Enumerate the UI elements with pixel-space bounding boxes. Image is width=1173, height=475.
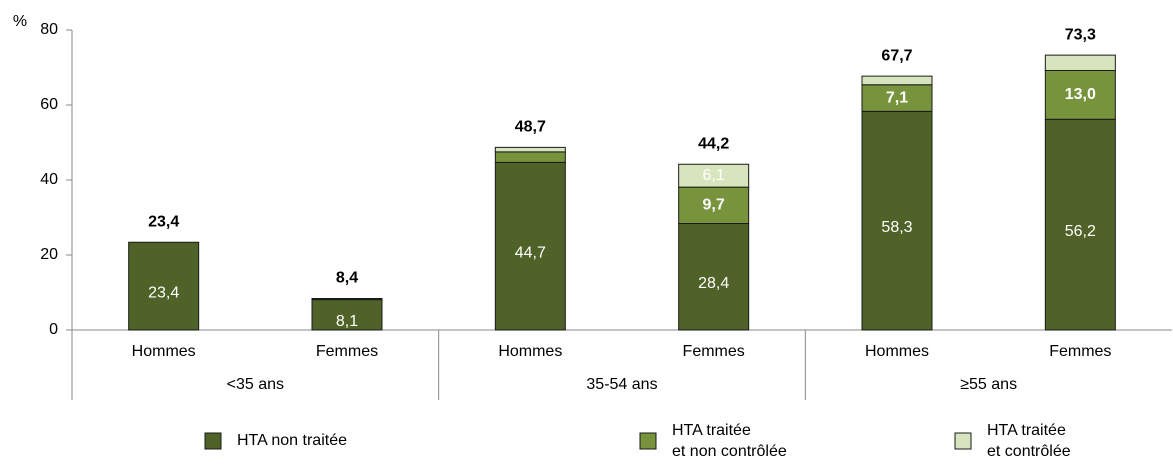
group-label: 35-54 ans — [586, 376, 657, 393]
total-label: 8,4 — [336, 270, 358, 287]
y-tick-label: 80 — [40, 21, 58, 38]
group-label: <35 ans — [227, 376, 284, 393]
y-tick-label: 40 — [40, 171, 58, 188]
total-label: 73,3 — [1065, 26, 1096, 43]
x-tick-label: Hommes — [498, 343, 562, 360]
x-tick-label: Hommes — [865, 343, 929, 360]
x-tick-label: Hommes — [132, 343, 196, 360]
segment-label: 13,0 — [1065, 86, 1096, 103]
segment-label: 58,3 — [881, 219, 912, 236]
y-axis-label: % — [13, 13, 27, 30]
y-tick-label: 60 — [40, 96, 58, 113]
bar-segment — [862, 76, 932, 85]
legend-swatch — [640, 433, 656, 449]
total-label: 67,7 — [881, 47, 912, 64]
y-tick-label: 20 — [40, 246, 58, 263]
x-tick-label: Femmes — [683, 343, 745, 360]
y-tick-label: 0 — [49, 321, 58, 338]
legend-swatch — [205, 433, 221, 449]
legend-swatch — [955, 433, 971, 449]
total-label: 44,2 — [698, 135, 729, 152]
segment-label: 23,4 — [148, 284, 179, 301]
segment-label: 8,1 — [336, 313, 358, 330]
group-label: ≥55 ans — [960, 376, 1017, 393]
total-label: 48,7 — [515, 119, 546, 136]
bar-segment — [495, 152, 565, 163]
x-tick-label: Femmes — [316, 343, 378, 360]
bar-segment — [495, 147, 565, 152]
legend-label: HTA non traitée — [237, 432, 347, 449]
segment-label: 6,1 — [703, 167, 725, 184]
segment-label: 44,7 — [515, 244, 546, 261]
segment-label: 7,1 — [886, 89, 908, 106]
segment-label: 9,7 — [703, 197, 725, 214]
x-tick-label: Femmes — [1049, 343, 1111, 360]
bar-segment — [1045, 55, 1115, 70]
total-label: 23,4 — [148, 213, 179, 230]
segment-label: 28,4 — [698, 275, 729, 292]
segment-label: 56,2 — [1065, 223, 1096, 240]
